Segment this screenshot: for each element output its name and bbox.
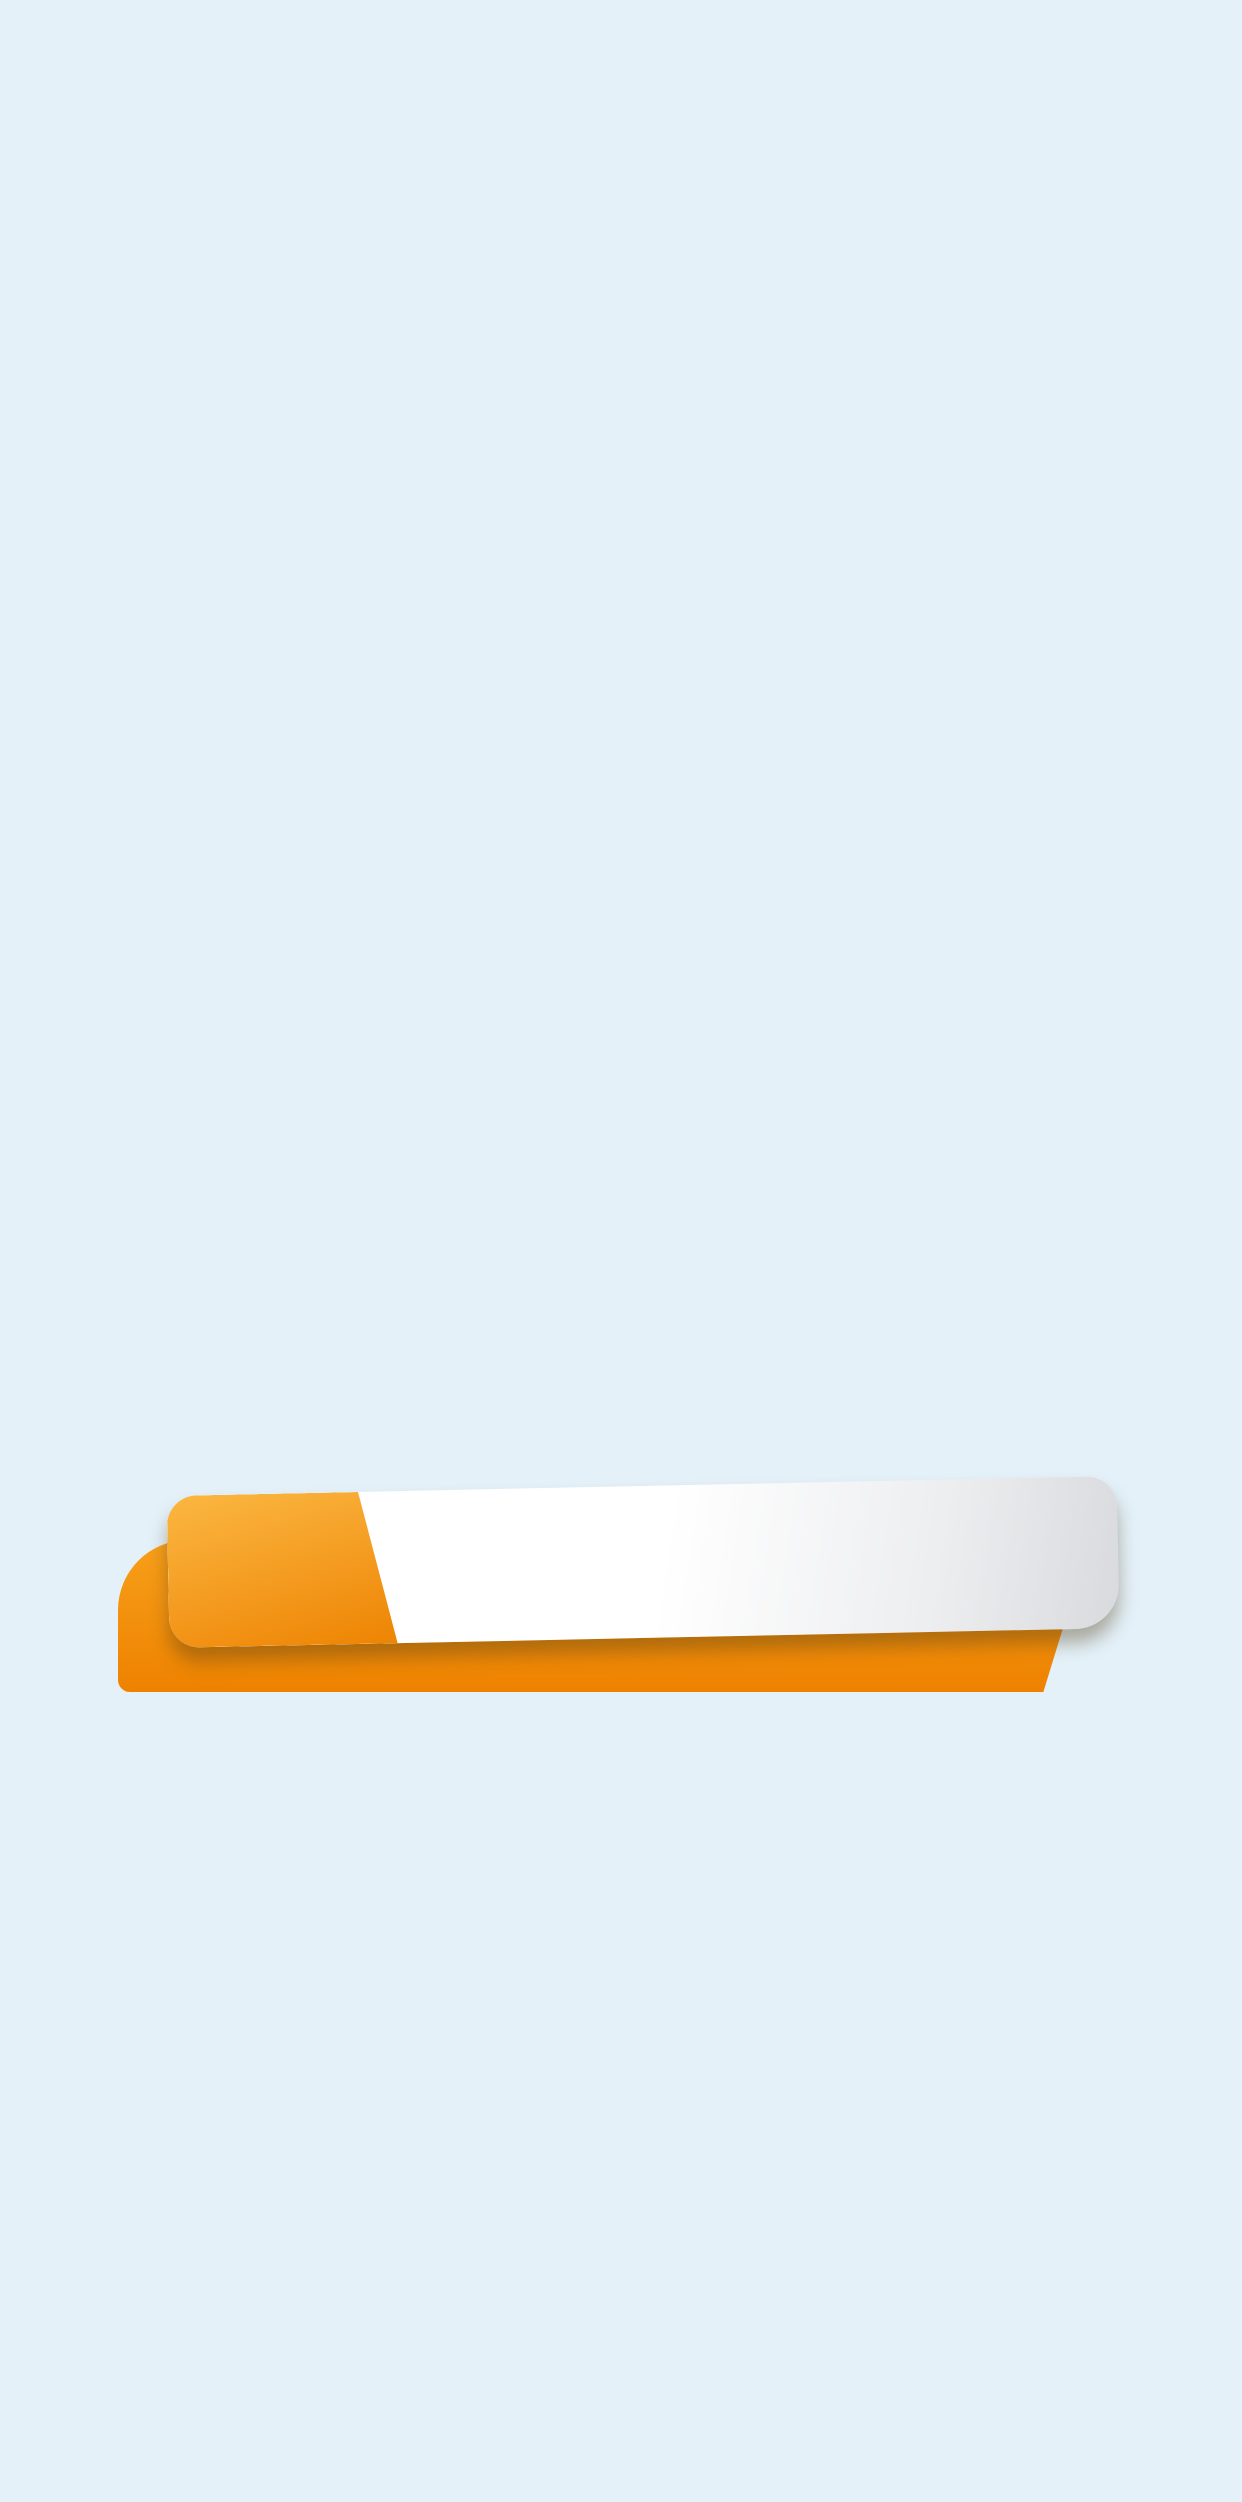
banner-number: [269, 1569, 295, 1570]
banner-number-tab: [167, 1491, 398, 1648]
banner-ribbon-front: [166, 1476, 1120, 1648]
banner-title: [418, 1491, 421, 1643]
